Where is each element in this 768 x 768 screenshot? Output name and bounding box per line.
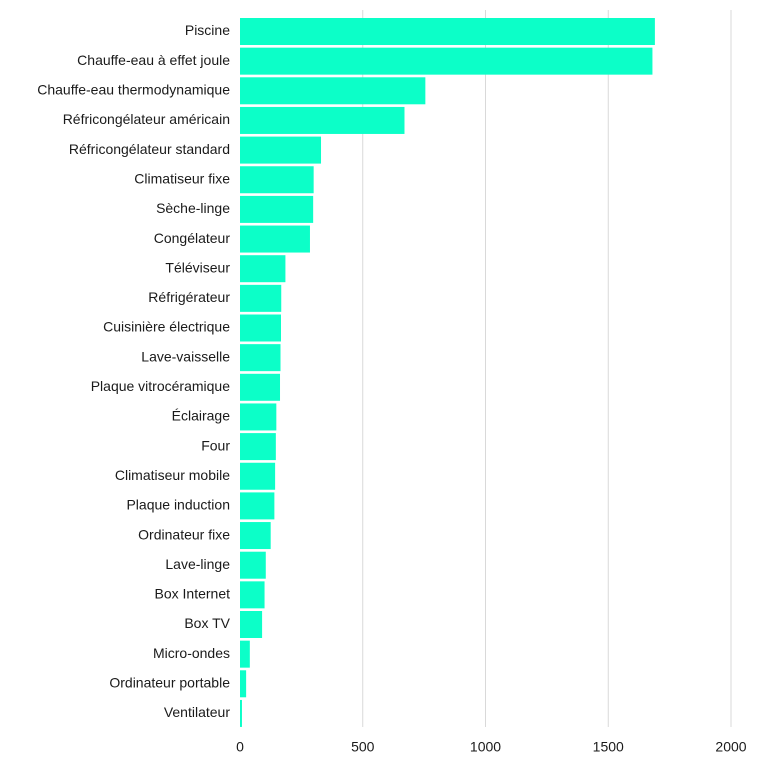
category-label: Box Internet (155, 586, 231, 602)
bar (240, 18, 655, 45)
grid-layer (362, 10, 732, 727)
bar (240, 136, 322, 164)
bar (240, 195, 314, 223)
category-label: Micro-ondes (153, 645, 230, 661)
category-labels: Piscine Chauffe-eau à effet joule Chauffe-… (37, 22, 230, 720)
x-tick-label: 1000 (470, 739, 501, 755)
category-label: Ventilateur (164, 704, 230, 720)
category-label: Lave-vaisselle (141, 348, 230, 364)
bar (240, 166, 314, 194)
category-label: Box TV (184, 615, 230, 631)
bar (240, 373, 281, 401)
bar (240, 433, 276, 461)
category-label: Plaque induction (126, 497, 230, 513)
x-tick-label: 1500 (593, 739, 624, 755)
bar (240, 492, 275, 520)
category-label: Climatiseur fixe (134, 170, 230, 186)
x-tick-label: 2000 (715, 739, 746, 755)
category-label: Ordinateur fixe (138, 526, 230, 542)
category-label: Éclairage (172, 408, 231, 424)
category-label: Congélateur (154, 230, 231, 246)
bar (240, 699, 242, 727)
x-tick-label: 500 (351, 739, 375, 755)
bar (240, 314, 281, 342)
category-label: Réfrigérateur (148, 289, 230, 305)
category-label: Téléviseur (165, 259, 230, 275)
category-label: Four (201, 437, 230, 453)
bar (240, 551, 266, 579)
category-label: Sèche-linge (156, 200, 230, 216)
category-label: Climatiseur mobile (115, 467, 230, 483)
category-label: Réfricongélateur standard (69, 141, 230, 157)
bar (240, 403, 277, 431)
bar (240, 106, 405, 134)
category-label: Piscine (185, 22, 230, 38)
bar (240, 344, 281, 372)
bars (240, 18, 655, 727)
bar (240, 670, 247, 698)
category-label: Chauffe-eau à effet joule (77, 52, 230, 68)
bar (240, 284, 282, 312)
category-label: Chauffe-eau thermodynamique (37, 82, 230, 98)
x-tick-label: 0 (236, 739, 244, 755)
category-label: Lave-linge (165, 556, 230, 572)
x-axis-ticks: 0 500 1000 1500 2000 (236, 739, 747, 755)
bar (240, 640, 250, 668)
category-label: Réfricongélateur américain (63, 111, 230, 127)
bar (240, 522, 271, 550)
category-label: Cuisinière électrique (103, 319, 230, 335)
bar (240, 255, 286, 283)
category-label: Ordinateur portable (109, 675, 230, 691)
bar (240, 611, 263, 638)
bar (240, 581, 265, 609)
category-label: Plaque vitrocéramique (91, 378, 231, 394)
bar (240, 47, 653, 75)
bar (240, 225, 310, 253)
bar (240, 77, 426, 105)
bar (240, 462, 276, 490)
